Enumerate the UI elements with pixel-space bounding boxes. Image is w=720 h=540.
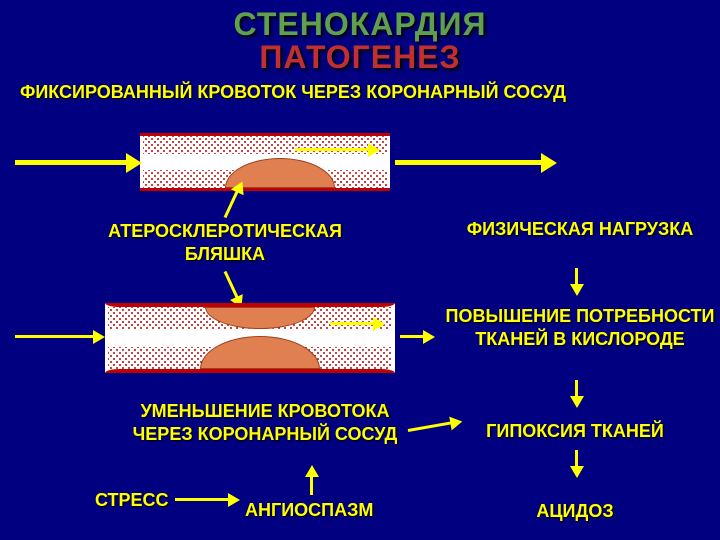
flow-arrow-in-2	[15, 335, 95, 338]
angiospasm-label: АНГИОСПАЗМ	[245, 500, 405, 521]
plaque-arrow-up	[224, 190, 239, 218]
plaque-label-text: АТЕРОСКЛЕРОТИЧЕСКАЯ БЛЯШКА	[108, 221, 342, 264]
plaque-arrow-down	[224, 271, 239, 299]
reduced-to-hypoxia-arrow	[408, 421, 453, 432]
angiospasm-arrow-up	[310, 475, 313, 495]
physical-load-text: ФИЗИЧЕСКАЯ НАГРУЗКА	[467, 219, 694, 239]
vessel-wall	[105, 369, 395, 373]
acidosis-text: АЦИДОЗ	[536, 501, 613, 521]
stress-label: СТРЕСС	[95, 490, 185, 511]
flow-arrow-out-2	[400, 335, 425, 338]
fixed-flow-label: ФИКСИРОВАННЫЙ КРОВОТОК ЧЕРЕЗ КОРОНАРНЫЙ …	[20, 82, 640, 103]
acidosis-label: АЦИДОЗ	[485, 500, 665, 523]
physical-load-label: ФИЗИЧЕСКАЯ НАГРУЗКА	[465, 218, 695, 241]
vessel-diagram-1	[140, 133, 390, 191]
hypoxia-text: ГИПОКСИЯ ТКАНЕЙ	[486, 421, 664, 441]
reduced-flow-text: УМЕНЬШЕНИЕ КРОВОТОКА ЧЕРЕЗ КОРОНАРНЫЙ СО…	[133, 401, 398, 444]
flow-arrow-mid-1	[295, 148, 370, 151]
vessel-wall	[140, 188, 390, 191]
vessel-diagram-2	[105, 303, 395, 373]
plaque-label: АТЕРОСКЛЕРОТИЧЕСКАЯ БЛЯШКА	[85, 220, 365, 265]
flow-arrow-mid-2	[330, 322, 375, 325]
cascade-arrow-3	[575, 450, 578, 468]
cascade-arrow-1	[575, 268, 578, 286]
flow-arrow-out-1	[395, 160, 545, 165]
flow-arrow-in-1	[15, 160, 130, 165]
cascade-arrow-2	[575, 380, 578, 398]
title-line-1: СТЕНОКАРДИЯ	[0, 0, 720, 43]
plaque-hump	[200, 336, 320, 369]
plaque-texture	[143, 136, 387, 154]
title-line-2: ПАТОГЕНЕЗ	[0, 39, 720, 76]
oxygen-demand-label: ПОВЫШЕНИЕ ПОТРЕБНОСТИ ТКАНЕЙ В КИСЛОРОДЕ	[445, 305, 715, 350]
stress-arrow	[175, 498, 230, 501]
reduced-flow-label: УМЕНЬШЕНИЕ КРОВОТОКА ЧЕРЕЗ КОРОНАРНЫЙ СО…	[120, 400, 410, 445]
oxygen-demand-text: ПОВЫШЕНИЕ ПОТРЕБНОСТИ ТКАНЕЙ В КИСЛОРОДЕ	[446, 306, 715, 349]
hypoxia-label: ГИПОКСИЯ ТКАНЕЙ	[455, 420, 695, 443]
